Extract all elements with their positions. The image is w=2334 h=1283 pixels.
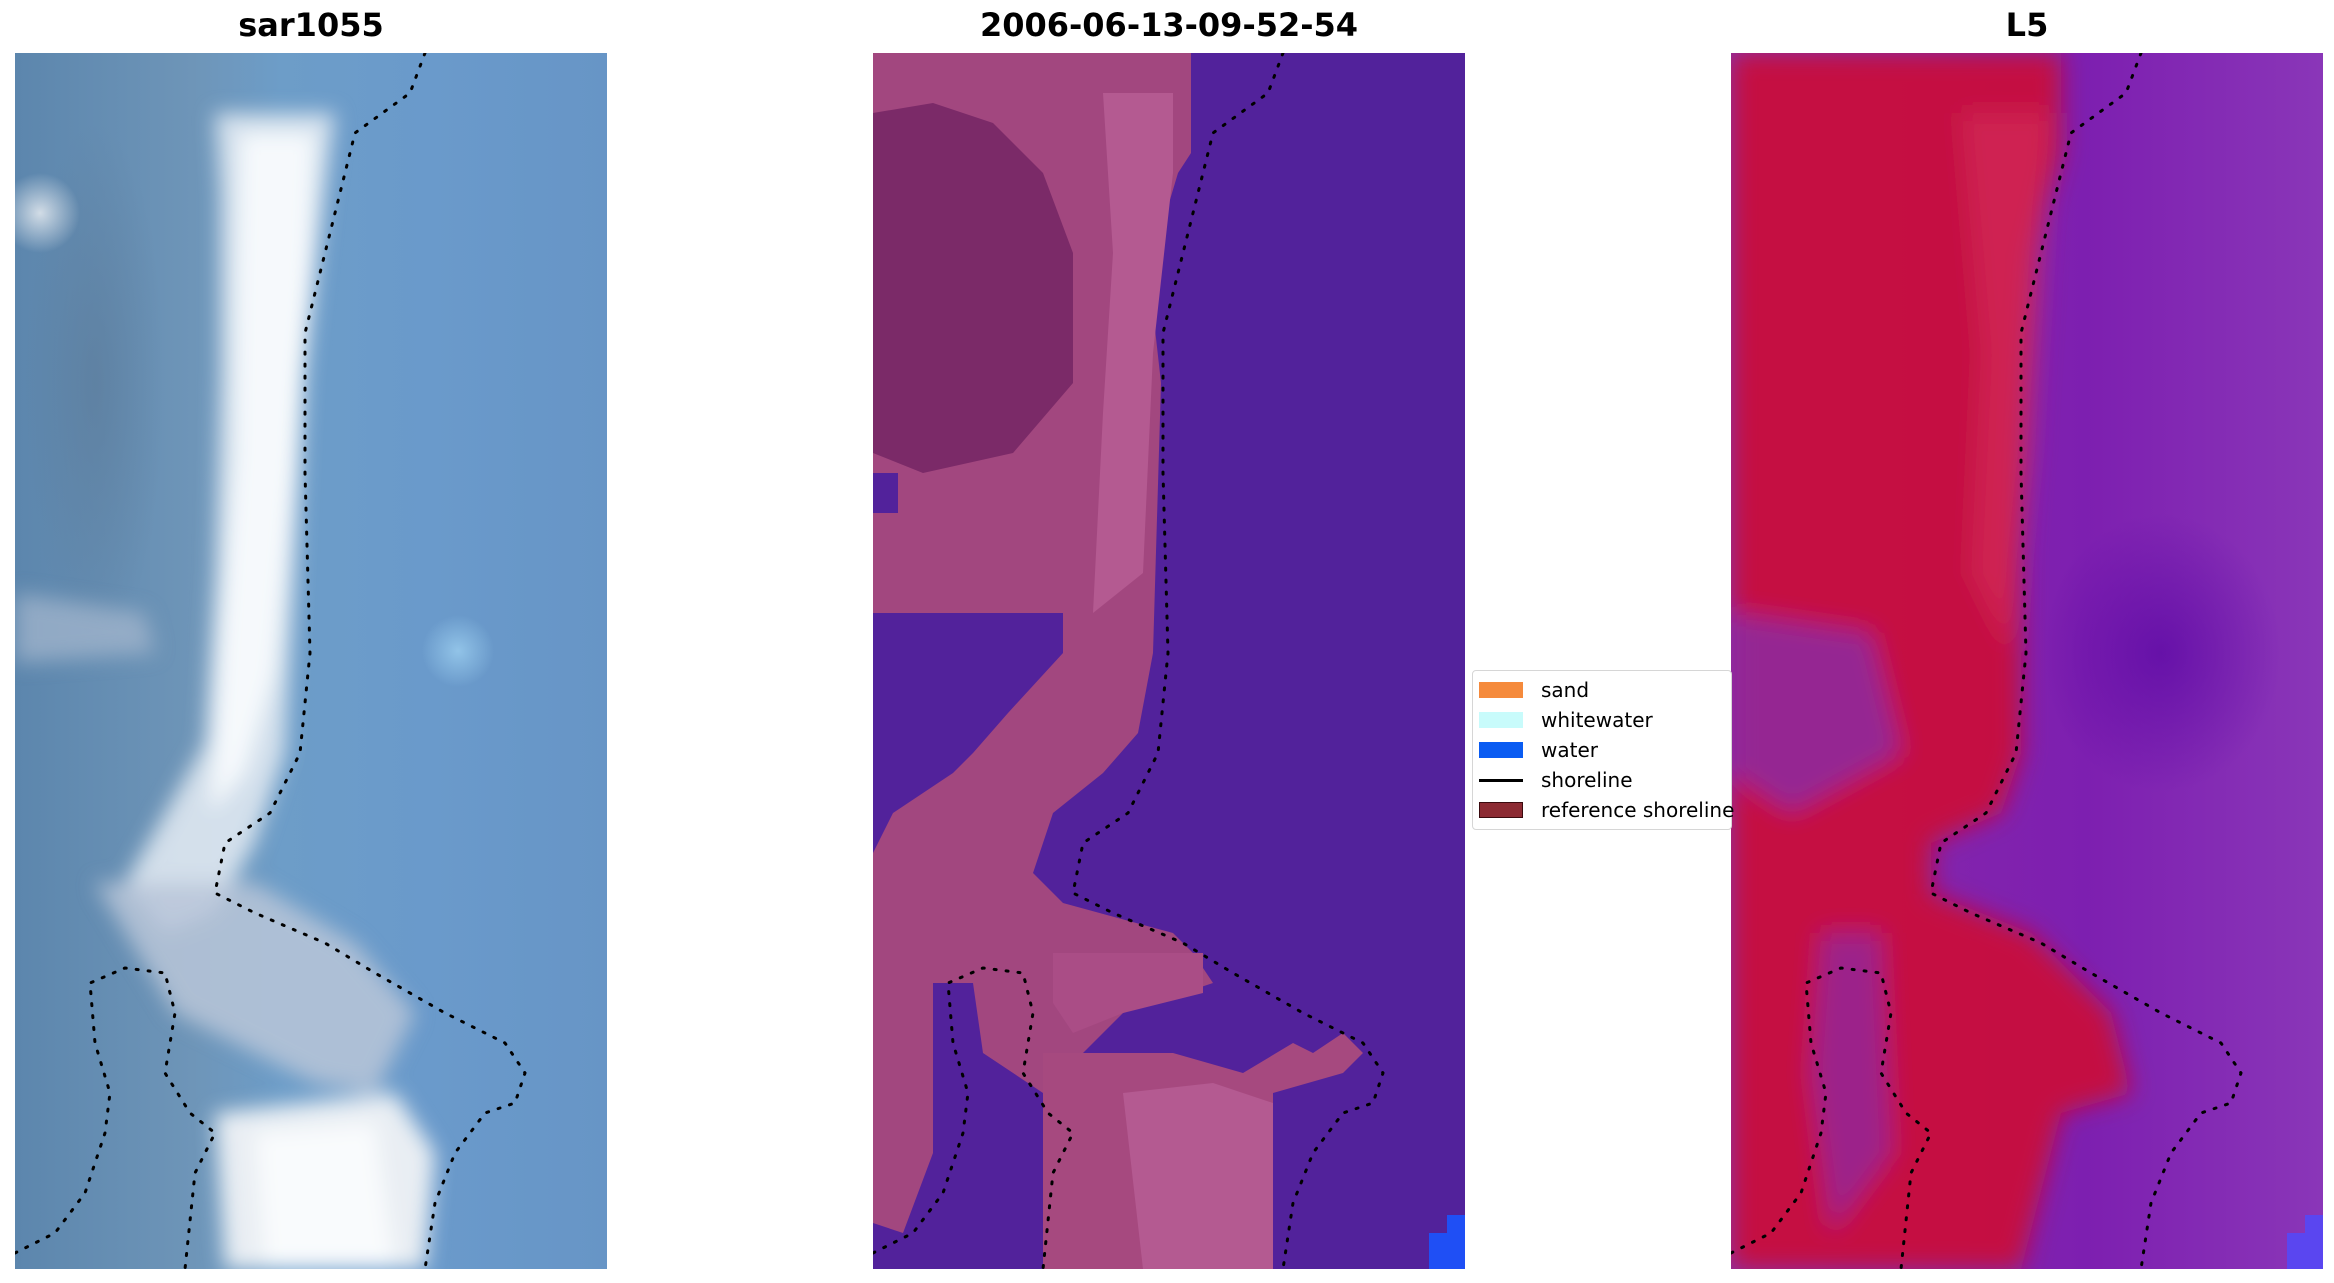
satellite-image-panel xyxy=(15,53,607,1269)
legend-item-water: water xyxy=(1479,737,1598,763)
surf-zone-band xyxy=(15,113,435,1269)
panel-title-l5: L5 xyxy=(2005,6,2049,44)
classified-corner-pixels xyxy=(1429,1233,1465,1269)
legend-label-water: water xyxy=(1541,738,1598,762)
legend-label-whitewater: whitewater xyxy=(1541,708,1653,732)
shoreline-path-2 xyxy=(1731,966,1933,1269)
panel-title-classification: 2006-06-13-09-52-54 xyxy=(979,6,1359,44)
legend-swatch-sand xyxy=(1479,682,1523,698)
classified-land-region xyxy=(873,53,1363,1269)
legend: sand whitewater water shoreline referenc… xyxy=(1472,670,1734,830)
legend-item-whitewater: whitewater xyxy=(1479,707,1653,733)
l5-image xyxy=(1731,53,2323,1269)
l5-corner-pixels xyxy=(2287,1233,2323,1269)
l5-land-region xyxy=(1731,53,2131,1269)
l5-panel xyxy=(1731,53,2323,1269)
classification-panel xyxy=(873,53,1465,1269)
legend-label-reference-shoreline: reference shoreline xyxy=(1541,798,1735,822)
legend-label-shoreline: shoreline xyxy=(1541,768,1633,792)
shoreline-path-2 xyxy=(15,966,217,1269)
satellite-image xyxy=(15,53,527,1269)
shoreline-path-1 xyxy=(213,53,527,1269)
legend-swatch-whitewater xyxy=(1479,712,1523,728)
panel-title-satellite: sar1055 xyxy=(238,6,384,44)
legend-item-shoreline: shoreline xyxy=(1479,767,1633,793)
legend-label-sand: sand xyxy=(1541,678,1590,702)
shoreline-path-1 xyxy=(1929,53,2243,1269)
legend-item-reference-shoreline: reference shoreline xyxy=(1479,797,1734,823)
classification-image xyxy=(873,53,1465,1269)
l5-corner-pixels-top xyxy=(2305,1215,2323,1233)
legend-swatch-reference-shoreline xyxy=(1479,802,1523,818)
shoreline-path-1 xyxy=(1071,53,1385,1269)
legend-line-shoreline xyxy=(1479,778,1523,782)
shoreline-path-2 xyxy=(873,966,1075,1269)
legend-swatch-water xyxy=(1479,742,1523,758)
legend-item-sand: sand xyxy=(1479,677,1589,703)
classified-corner-pixels-top xyxy=(1447,1215,1465,1233)
